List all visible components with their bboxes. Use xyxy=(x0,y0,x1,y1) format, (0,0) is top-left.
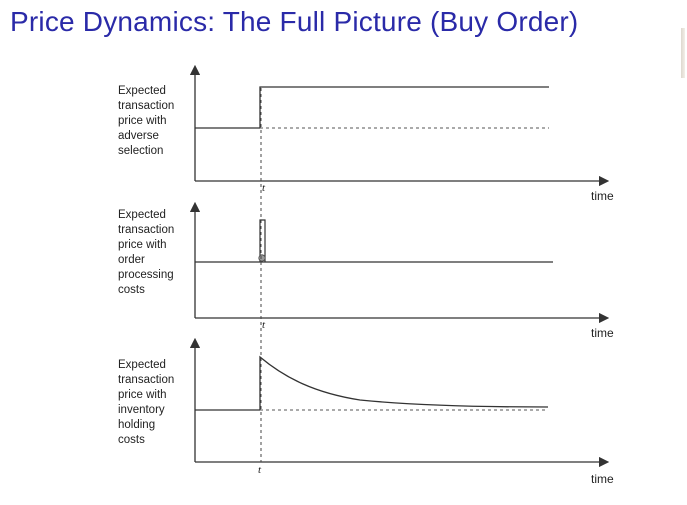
panel-2-spike-base xyxy=(258,254,266,262)
panel-3-t-label: t xyxy=(258,464,262,476)
panel-1-ylabel: Expected transaction price with adverse … xyxy=(118,84,196,159)
panel-3-decay-curve xyxy=(259,355,549,410)
ylabel-line: Expected xyxy=(118,359,166,371)
ylabel-line: transaction xyxy=(118,224,175,236)
panel-2-spike xyxy=(259,219,266,262)
panel-3-xlabel: time xyxy=(591,472,614,486)
ylabel-line: costs xyxy=(118,284,145,296)
panel-order-processing xyxy=(189,201,610,324)
ylabel-line: Expected xyxy=(118,85,166,97)
ylabel-line: adverse xyxy=(118,130,159,142)
panel-1-xlabel: time xyxy=(591,189,614,203)
window-edge-fragment xyxy=(681,28,685,78)
slide-title: Price Dynamics: The Full Picture (Buy Or… xyxy=(10,6,579,37)
panel-2-xlabel: time xyxy=(591,326,614,340)
ylabel-line: inventory xyxy=(118,404,165,416)
ylabel-line: order xyxy=(118,254,145,266)
panel-inventory-holding xyxy=(189,337,610,468)
ylabel-line: Expected xyxy=(118,209,166,221)
ylabel-line: transaction xyxy=(118,100,175,112)
ylabel-line: processing xyxy=(118,269,174,281)
ylabel-line: transaction xyxy=(118,374,175,386)
panel-2-ylabel: Expected transaction price with order pr… xyxy=(118,208,196,298)
ylabel-line: costs xyxy=(118,434,145,446)
ylabel-line: selection xyxy=(118,145,164,157)
panel-1-t-label: t xyxy=(262,182,266,194)
ylabel-line: holding xyxy=(118,419,156,431)
ylabel-line: price with xyxy=(118,115,167,127)
panel-1-price-path xyxy=(259,86,549,128)
panel-2-t-label: t xyxy=(262,319,266,331)
panel-3-ylabel: Expected transaction price with inventor… xyxy=(118,358,196,448)
panel-adverse-selection xyxy=(189,64,610,187)
ylabel-line: price with xyxy=(118,389,167,401)
ylabel-line: price with xyxy=(118,239,167,251)
